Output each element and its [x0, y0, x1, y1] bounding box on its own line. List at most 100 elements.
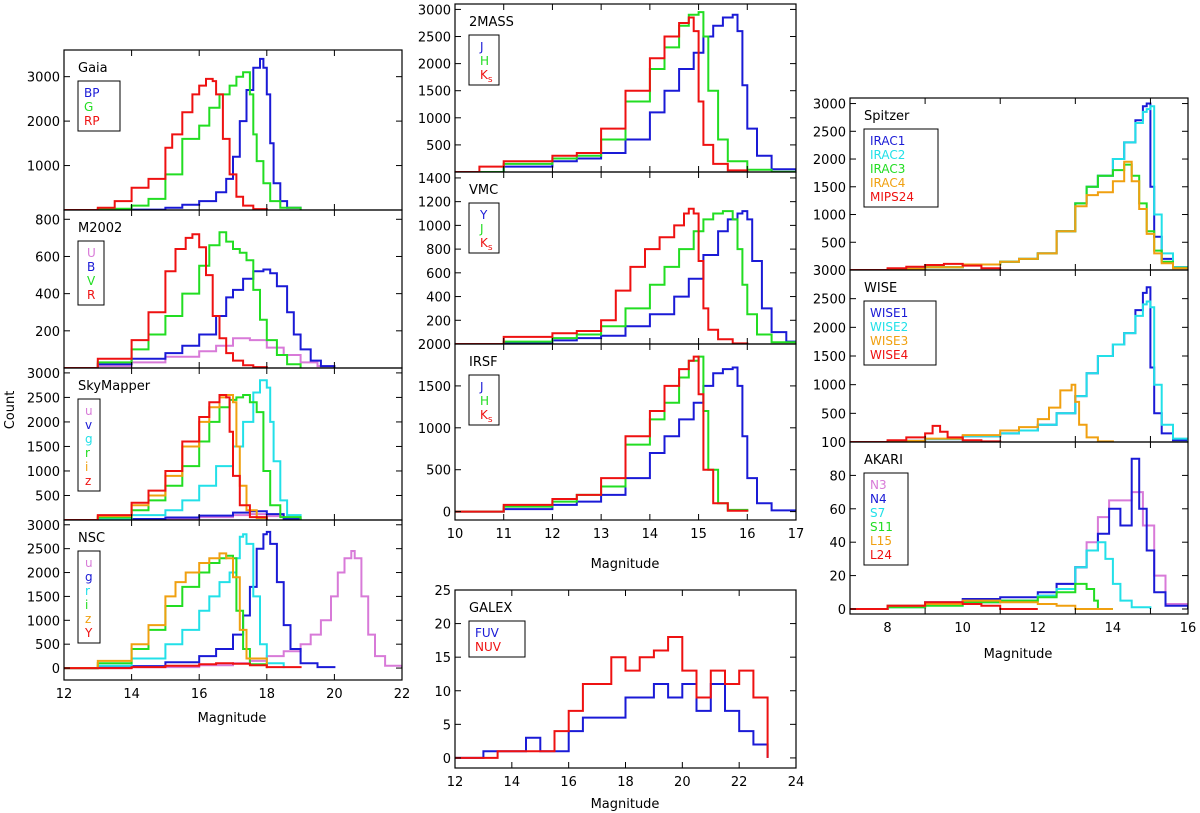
- 2mass-ytick-label: 2500: [418, 31, 451, 46]
- m2002-legend-u: U: [87, 246, 96, 260]
- galex-xtick-label: 14: [504, 775, 521, 790]
- irsf-series-h: [455, 355, 749, 513]
- nsc-series-g: [64, 530, 336, 670]
- vmc-series-ks: [455, 207, 749, 344]
- galex-xtick-label: 12: [447, 775, 464, 790]
- vmc-title: VMC: [469, 183, 498, 198]
- m2002-series-r: [64, 233, 268, 368]
- galex-legend-fuv: FUV: [475, 626, 500, 640]
- 2mass-series-j: [455, 13, 796, 172]
- vmc-ytick-label: 1400: [418, 172, 451, 187]
- irsf-xtick-label: 13: [593, 527, 610, 542]
- irsf-title: IRSF: [469, 355, 498, 370]
- 2mass-ytick-label: 2000: [418, 58, 451, 73]
- galex-ytick-label: 25: [434, 584, 451, 599]
- irsf-xtick-label: 14: [642, 527, 659, 542]
- akari-ytick-label: 20: [829, 570, 846, 585]
- akari-series-l24: [850, 601, 1038, 610]
- irsf-legend-j: J: [479, 380, 484, 394]
- wise-ytick-label: 1500: [813, 350, 846, 365]
- gaia-series-group: [64, 57, 302, 210]
- gaia-legend-box: [77, 80, 121, 132]
- panel-spitzer: 500 1000 1500 2000 2500 3000 Spitzer IRAC1IRAC2…: [813, 97, 1189, 271]
- spitzer-series-group: [850, 102, 1188, 270]
- irsf-legend-h: H: [480, 394, 489, 408]
- irsf-ytick-label: 500: [426, 464, 451, 479]
- panels-layer: 100020003000GaiaBPGRP200400600800M2002UB…: [27, 3, 1196, 790]
- gaia-series-bp: [64, 57, 302, 210]
- irsf-xtick-label: 10: [447, 527, 464, 542]
- irsf-series-group: [455, 355, 796, 513]
- 2mass-ytick-label: 1500: [418, 85, 451, 100]
- wise-legend-box: [863, 300, 937, 366]
- irsf-xtick-label: 15: [690, 527, 707, 542]
- spitzer-legend-irac3: IRAC3: [870, 162, 905, 176]
- galex-ytick-label: 20: [434, 618, 451, 633]
- spitzer-ytick-label: 2500: [813, 125, 846, 140]
- gaia-ytick-label: 3000: [27, 71, 60, 86]
- spitzer-legend-irac1: IRAC1: [870, 134, 905, 148]
- vmc-ytick-label: 200: [426, 314, 451, 329]
- nsc-legend-r: r: [85, 584, 90, 598]
- irsf-legend-box: [468, 374, 500, 426]
- irsf-xtick-label: 11: [495, 527, 512, 542]
- akari-ytick-label: 100: [821, 436, 846, 451]
- irsf-xtick-label: 12: [544, 527, 561, 542]
- vmc-ytick-label: 1000: [418, 219, 451, 234]
- vmc-ytick-label: 800: [426, 243, 451, 258]
- galex-xtick-label: 22: [731, 775, 748, 790]
- akari-legend-l15: L15: [870, 534, 892, 548]
- m2002-ytick-label: 400: [35, 288, 60, 303]
- skymapper-ytick-label: 2000: [27, 416, 60, 431]
- galex-ytick-label: 10: [434, 685, 451, 700]
- akari-ytick-label: 40: [829, 536, 846, 551]
- galex-xtick-label: 20: [674, 775, 691, 790]
- spitzer-ytick-label: 1000: [813, 209, 846, 224]
- gaia-ytick-label: 2000: [27, 115, 60, 130]
- irsf-series-ks: [455, 355, 749, 513]
- spitzer-ytick-label: 1500: [813, 181, 846, 196]
- nsc-xtick-label: 12: [56, 687, 73, 702]
- galex-xtick-label: 24: [788, 775, 805, 790]
- wise-series-wise4: [850, 424, 1002, 442]
- gaia-ytick-label: 1000: [27, 160, 60, 175]
- skymapper-legend-v: v: [85, 418, 92, 432]
- spitzer-ytick-label: 500: [821, 236, 846, 251]
- nsc-ytick-label: 1000: [27, 614, 60, 629]
- akari-xtick-label: 16: [1180, 621, 1197, 636]
- count-axis-label: Count: [3, 391, 18, 430]
- nsc-ytick-label: 3000: [27, 519, 60, 534]
- vmc-legend-box: [468, 202, 500, 254]
- akari-ytick-label: 0: [838, 603, 846, 618]
- vmc-ytick-label: 600: [426, 267, 451, 282]
- nsc-series-r: [64, 533, 285, 670]
- m2002-ytick-label: 800: [35, 213, 60, 228]
- galex-legend-nuv: NUV: [475, 640, 502, 654]
- skymapper-legend-u: u: [85, 404, 93, 418]
- akari-legend-box: [863, 472, 909, 566]
- wise-legend-wise2: WISE2: [870, 320, 908, 334]
- 2mass-legend-j: J: [479, 40, 484, 54]
- m2002-ytick-label: 200: [35, 325, 60, 340]
- skymapper-ytick-label: 1000: [27, 465, 60, 480]
- irsf-ytick-label: 0: [443, 506, 451, 521]
- skymapper-ytick-label: 2500: [27, 391, 60, 406]
- 2mass-title: 2MASS: [469, 15, 514, 30]
- galex-ytick-label: 0: [443, 752, 451, 767]
- galex-ytick-label: 15: [434, 651, 451, 666]
- magnitude-label-middle: Magnitude: [591, 557, 660, 572]
- akari-legend-s11: S11: [870, 520, 893, 534]
- wise-legend-wise1: WISE1: [870, 306, 908, 320]
- 2mass-series-group: [455, 11, 796, 172]
- irsf-ytick-label: 1000: [418, 422, 451, 437]
- skymapper-title: SkyMapper: [78, 379, 151, 394]
- nsc-ytick-label: 1500: [27, 590, 60, 605]
- akari-xtick-label: 8: [883, 621, 891, 636]
- vmc-series-y: [455, 210, 796, 344]
- nsc-ytick-label: 2500: [27, 543, 60, 558]
- wise-series-wise3: [850, 383, 1114, 442]
